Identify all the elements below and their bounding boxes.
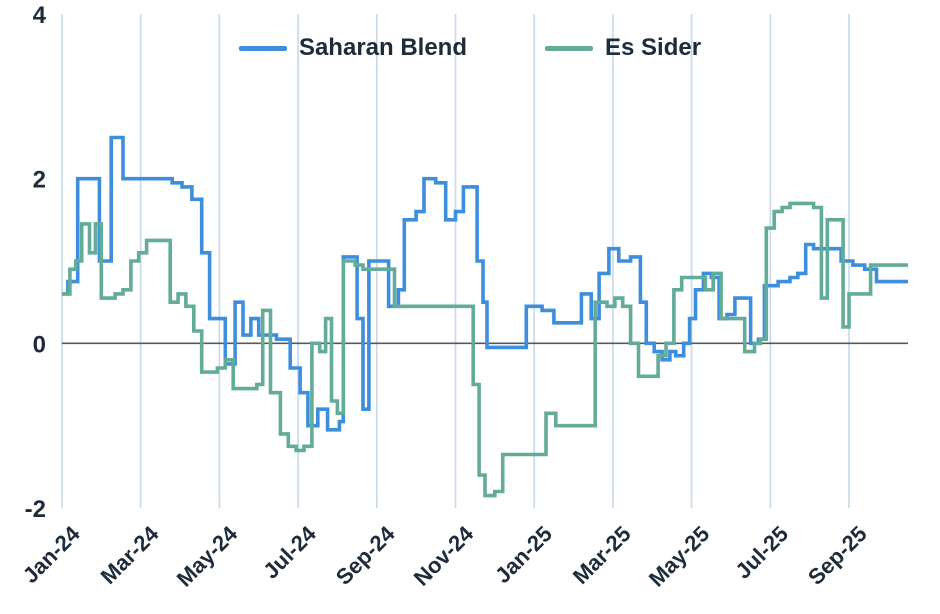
- legend-label-saharan-blend: Saharan Blend: [298, 34, 467, 61]
- y-tick-label: 4: [33, 2, 47, 29]
- legend-line-swatch-blue: [238, 45, 287, 51]
- legend-item-es-sider: Es Sider: [545, 34, 701, 62]
- x-tick-label: Nov-24: [409, 521, 479, 591]
- x-tick-label: Jan-25: [490, 521, 557, 588]
- x-tick-label: May-25: [644, 521, 714, 591]
- series-line-es-sider: [62, 201, 908, 498]
- x-tick-label: Mar-25: [568, 521, 636, 589]
- x-tick-label: Jul-25: [730, 521, 793, 584]
- x-tick-label: Jan-24: [18, 521, 86, 589]
- x-tick-label: Sep-24: [331, 521, 400, 590]
- legend-item-saharan-blend: Saharan Blend: [238, 34, 467, 62]
- chart-legend: Saharan Blend Es Sider: [238, 34, 701, 62]
- x-tick-label: Sep-25: [803, 521, 872, 590]
- x-tick-label: May-24: [172, 521, 243, 592]
- series-line-saharan-blend: [62, 135, 908, 432]
- y-tick-label: -2: [25, 496, 46, 523]
- y-tick-label: 2: [33, 167, 46, 194]
- x-tick-label: Jul-24: [258, 521, 321, 584]
- legend-label-es-sider: Es Sider: [605, 34, 702, 61]
- y-tick-label: 0: [33, 331, 46, 358]
- x-tick-label: Mar-24: [96, 521, 164, 589]
- legend-line-swatch-green: [545, 45, 593, 51]
